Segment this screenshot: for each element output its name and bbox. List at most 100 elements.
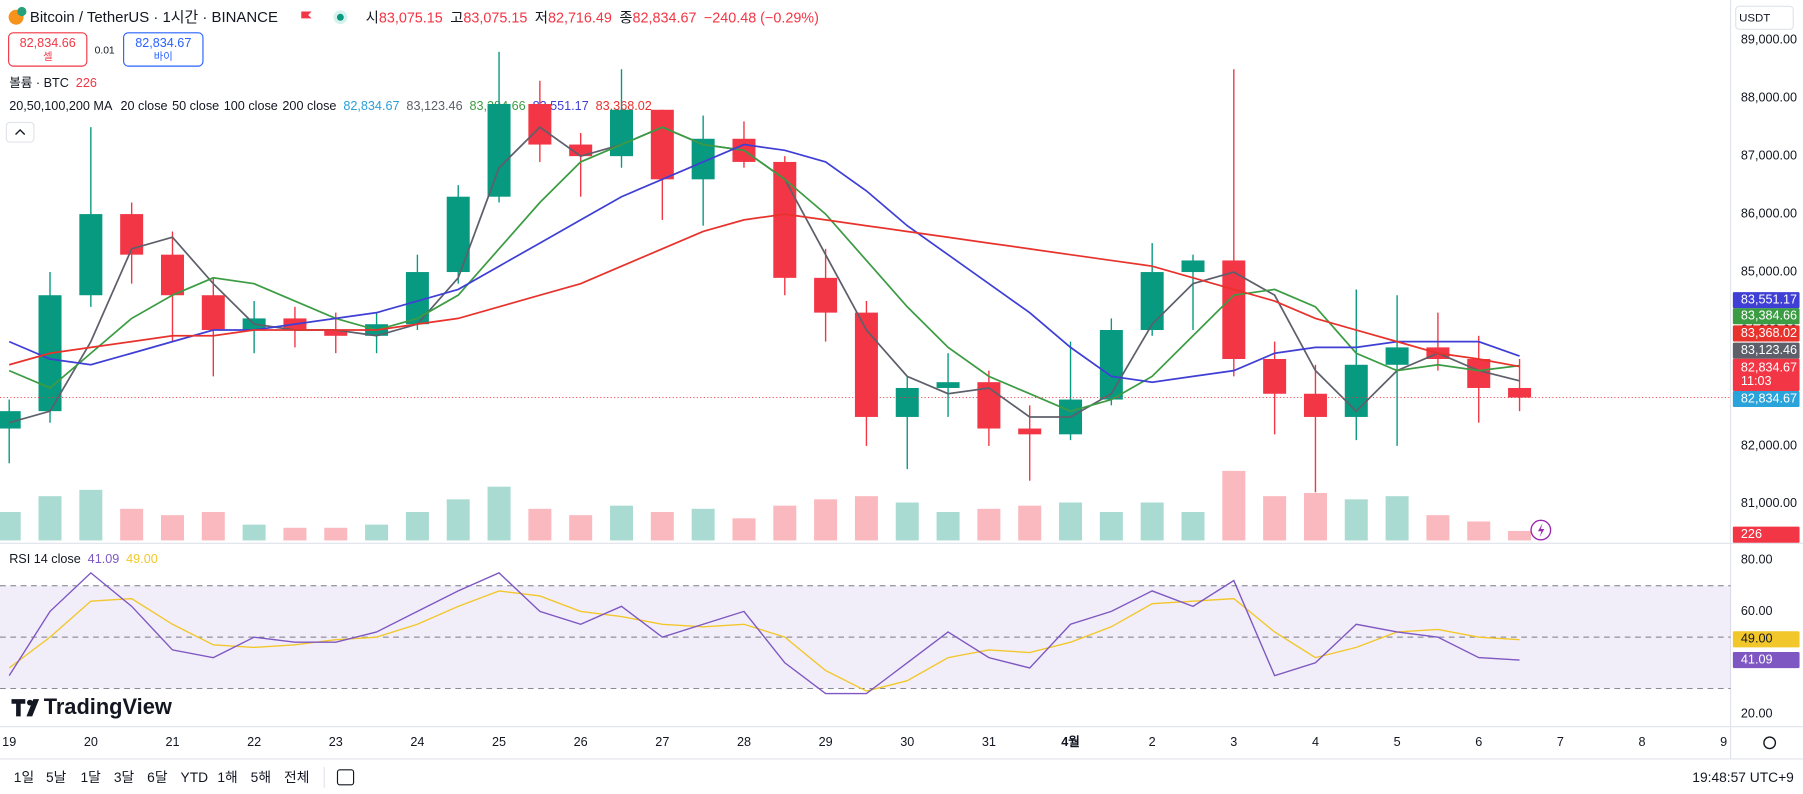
candle-body	[160, 254, 184, 296]
range-button[interactable]: 5날	[46, 770, 67, 785]
volume-bar	[1426, 515, 1450, 541]
volume-bar	[1508, 530, 1532, 541]
x-tick-label: 8	[1639, 735, 1646, 749]
candle-body	[79, 214, 103, 296]
volume-bar	[1467, 521, 1491, 541]
range-button[interactable]: 5해	[251, 770, 271, 785]
last-price-badge: 82,834.67	[1741, 360, 1797, 374]
symbol-title[interactable]: Bitcoin / TetherUS · 1시간 · BINANCE	[30, 9, 278, 26]
range-button[interactable]: 전체	[284, 770, 309, 785]
candle-body	[1344, 364, 1368, 417]
ma-close-value: 82,834.67	[343, 99, 399, 113]
candle-body	[977, 382, 1001, 429]
ma-badge-bg	[1732, 308, 1800, 325]
collapse-button[interactable]	[5, 121, 35, 143]
volume-bar	[977, 508, 1001, 541]
volume-bar	[405, 511, 429, 541]
ohlc-value: 83,075.15	[463, 10, 527, 26]
x-tick-label: 4	[1312, 735, 1319, 749]
alert-bolt	[1537, 523, 1545, 537]
volume-badge-bg	[1732, 526, 1800, 543]
x-tick-label: 7	[1557, 735, 1564, 749]
volume-bar	[324, 527, 348, 541]
x-tick-label: 22	[247, 735, 261, 749]
market-status-dot	[336, 13, 344, 21]
candle-body	[1508, 387, 1532, 398]
volume-bar	[0, 511, 21, 541]
ohlc-label: 저	[535, 9, 548, 26]
volume-bar	[1140, 502, 1164, 541]
spread: 0.01	[95, 45, 115, 56]
range-button[interactable]: 1해	[217, 770, 237, 785]
x-tick-label: 30	[900, 735, 914, 749]
candle-body	[814, 277, 838, 313]
candle-body	[569, 144, 593, 157]
candle-body	[405, 272, 429, 325]
volume-bar	[38, 496, 62, 541]
ma-name: 50 close	[172, 99, 219, 113]
range-button[interactable]: YTD	[181, 770, 209, 785]
ma-badge: 83,368.02	[1741, 326, 1797, 340]
sell-button[interactable]	[8, 32, 88, 67]
ma-badge-bg	[1732, 292, 1800, 309]
volume-legend: 볼륨 · BTC 226	[9, 76, 97, 90]
candle-body	[1467, 358, 1491, 388]
currency-button[interactable]	[1735, 5, 1794, 30]
sell-price: 82,834.66	[20, 36, 76, 50]
x-tick-label: 28	[737, 735, 751, 749]
brand-logo[interactable]: TradingView	[11, 694, 173, 719]
candle-body	[1263, 358, 1287, 394]
ma-value: 83,123.46	[406, 99, 462, 113]
buy-price: 82,834.67	[135, 36, 191, 50]
x-tick-label: 25	[492, 735, 506, 749]
sell-label: 셀	[43, 51, 53, 63]
price-change: −240.48 (−0.29%)	[704, 10, 819, 26]
volume-bar	[1181, 511, 1205, 541]
last-price-badge-bg	[1732, 358, 1800, 391]
flag-icon[interactable]	[301, 11, 312, 19]
range-button[interactable]: 1달	[80, 770, 101, 785]
rsi-badge: 41.09	[1741, 652, 1773, 666]
volume-bar	[691, 508, 715, 541]
volume-bar	[1263, 496, 1287, 541]
rsi-ma-line	[8, 590, 1520, 692]
volume-bar	[446, 499, 470, 541]
volume-bar	[610, 505, 634, 541]
brand-name: TradingView	[44, 694, 173, 719]
settings-icon[interactable]	[1763, 736, 1777, 750]
range-button[interactable]: 1일	[14, 770, 34, 785]
volume-bar	[895, 502, 919, 541]
volume-bar	[160, 515, 184, 541]
candle-body	[936, 382, 960, 388]
x-tick-label: 20	[84, 735, 98, 749]
x-tick-label: 3	[1230, 735, 1237, 749]
range-button[interactable]: 3달	[114, 770, 135, 785]
rsi-line	[8, 571, 1520, 695]
candle-body	[650, 109, 674, 180]
range-button[interactable]: 6달	[147, 770, 168, 785]
volume-bar	[569, 515, 593, 541]
volume-bar	[814, 499, 838, 541]
y-tick-label: 89,000.00	[1741, 33, 1797, 47]
x-tick-label: 21	[165, 735, 179, 749]
volume-badge: 226	[1741, 527, 1762, 541]
rsi-tick-label: 60.00	[1741, 604, 1773, 618]
x-tick-label: 5	[1394, 735, 1401, 749]
ohlc-legend: 시83,075.15 고83,075.15 저82,716.49 종82,834…	[366, 9, 819, 26]
candle-body	[1222, 260, 1246, 359]
buy-button[interactable]	[123, 32, 204, 67]
volume-bar	[283, 527, 307, 541]
candle-body	[1385, 347, 1409, 365]
ohlc-value: 83,075.15	[379, 10, 443, 26]
volume-bar	[201, 511, 225, 541]
rsi-tick-label: 20.00	[1741, 706, 1773, 720]
calendar-icon[interactable]	[336, 769, 355, 786]
volume-bar	[120, 508, 144, 541]
x-tick-label: 4월	[1061, 734, 1080, 749]
candle-body	[1181, 260, 1205, 273]
rsi-ma-value: 49.00	[126, 552, 158, 566]
volume-bar	[1385, 496, 1409, 541]
clock: 19:48:57 UTC+9	[1692, 770, 1794, 785]
volume-bar	[1344, 499, 1368, 541]
rsi-ma-badge-bg	[1732, 631, 1800, 648]
